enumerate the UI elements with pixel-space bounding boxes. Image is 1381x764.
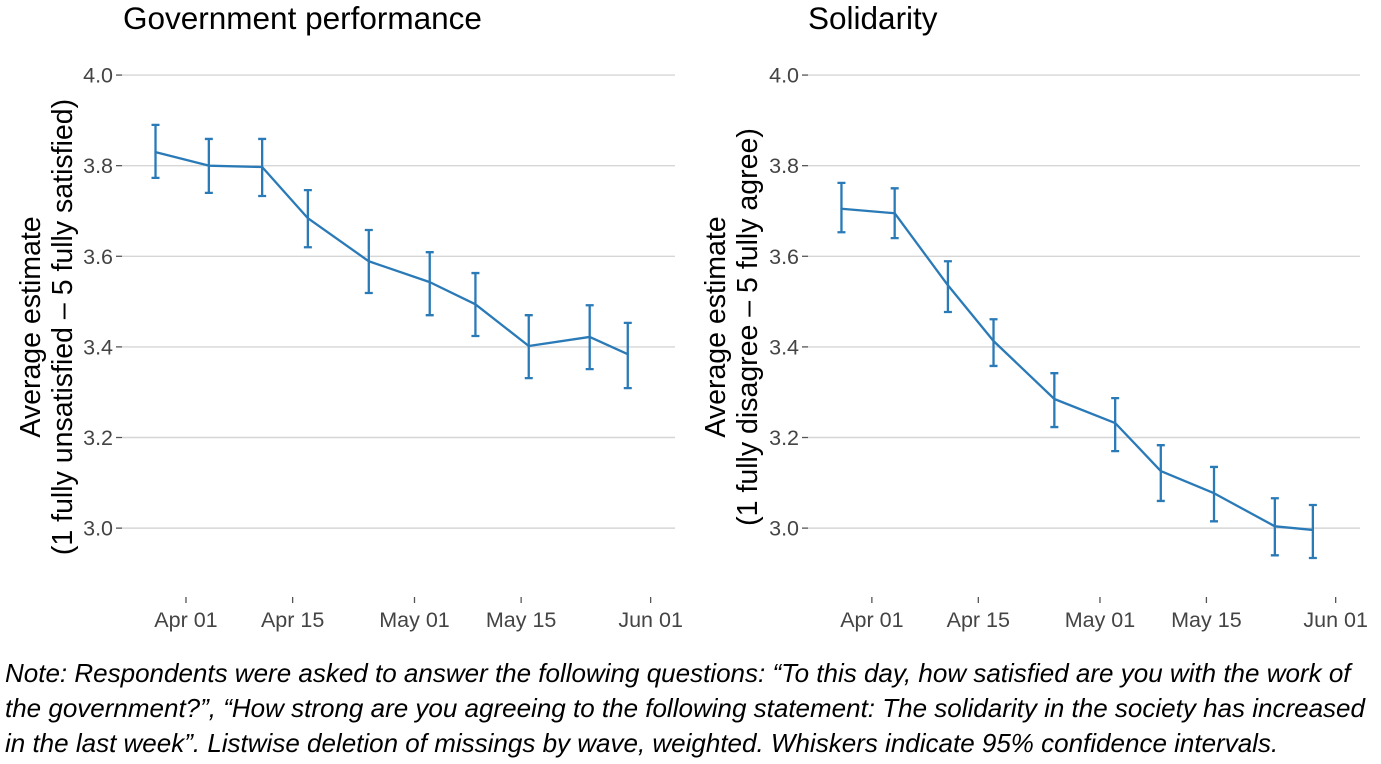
- series-line: [840, 207, 1315, 532]
- y-axis-label-scale: (1 fully unsatisfied – 5 fully satisfied…: [47, 99, 79, 555]
- error-bar: [1308, 503, 1317, 560]
- y-tick-label: 4.0: [83, 64, 113, 88]
- x-tick-label: May 15: [486, 608, 557, 632]
- y-tick-label: 4.0: [769, 64, 799, 88]
- x-tick-label: Apr 15: [261, 608, 324, 632]
- y-tick-label: 3.2: [769, 426, 799, 450]
- plot-area: 3.0 3.2 3.4 3.6 3.8 4.0 Apr 01 Apr 15 May 01 May …: [83, 64, 683, 632]
- figure-note: Note: Respondents were asked to answer t…: [5, 656, 1365, 761]
- note-line: Note: Respondents were asked to answer t…: [5, 658, 1351, 688]
- y-tick-label: 3.6: [83, 245, 113, 269]
- chart-title: Government performance: [123, 0, 482, 36]
- y-tick-label: 3.2: [83, 426, 113, 450]
- error-bar: [1156, 444, 1165, 503]
- y-axis-label: Average estimate: [700, 216, 732, 437]
- x-tick-label: May 01: [379, 608, 450, 632]
- x-tick-label: Jun 01: [618, 608, 683, 632]
- x-tick-label: May 15: [1171, 608, 1242, 632]
- series-line: [154, 150, 629, 356]
- chart-solidarity: Solidarity Average estimate (1 fully dis…: [700, 0, 1368, 632]
- x-tick-label: Apr 01: [840, 608, 903, 632]
- x-tick-label: May 01: [1065, 608, 1136, 632]
- note-line: in the last week”. Listwise deletion of …: [5, 728, 1279, 758]
- y-axis-label-scale: (1 fully disagree – 5 fully agree): [732, 128, 764, 526]
- y-tick-label: 3.8: [83, 154, 113, 178]
- plot-area: 3.0 3.2 3.4 3.6 3.8 4.0 Apr 01 Apr 15 May 01 May …: [769, 64, 1368, 632]
- figure: Government performance Average estimate …: [15, 0, 1368, 632]
- y-tick-label: 3.0: [769, 517, 799, 541]
- chart-government-performance: Government performance Average estimate …: [15, 0, 683, 632]
- y-tick-label: 3.6: [769, 245, 799, 269]
- error-bar: [623, 321, 632, 390]
- x-tick-label: Jun 01: [1303, 608, 1368, 632]
- y-tick-label: 3.4: [769, 335, 799, 359]
- note-line: the government?”, “How strong are you ag…: [5, 693, 1365, 723]
- y-tick-label: 3.0: [83, 517, 113, 541]
- x-tick-label: Apr 15: [947, 608, 1010, 632]
- y-tick-label: 3.8: [769, 154, 799, 178]
- x-tick-label: Apr 01: [154, 608, 217, 632]
- chart-title: Solidarity: [808, 0, 938, 36]
- y-tick-label: 3.4: [83, 335, 113, 359]
- y-axis-label: Average estimate: [15, 216, 47, 437]
- error-bar: [425, 251, 434, 317]
